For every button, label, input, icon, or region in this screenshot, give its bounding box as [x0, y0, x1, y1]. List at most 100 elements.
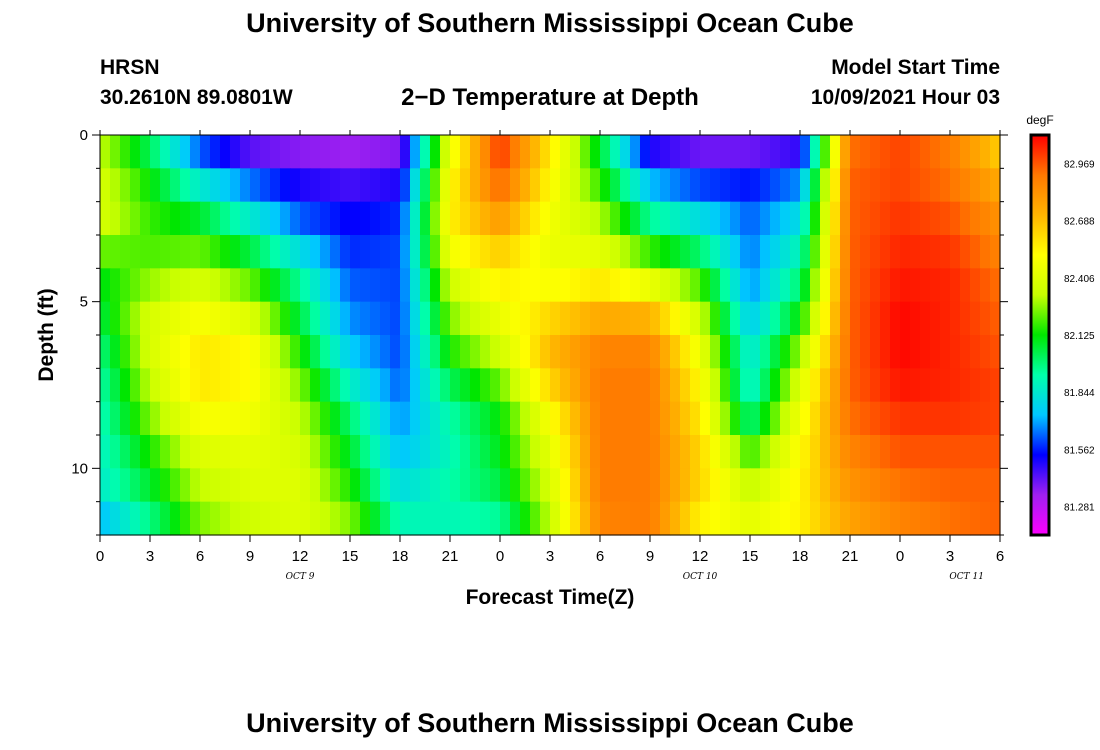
heatmap-cell [670, 501, 681, 536]
heatmap-cell [610, 301, 621, 336]
heatmap-cell [250, 268, 261, 303]
heatmap-cell [800, 301, 811, 336]
heatmap-cell [560, 368, 571, 403]
heatmap-cell [190, 135, 201, 169]
heatmap-cell [500, 168, 511, 203]
chart-subtitle: 2−D Temperature at Depth [401, 84, 699, 111]
heatmap-cell [190, 501, 201, 536]
heatmap-cell [330, 335, 341, 369]
heatmap-cell [560, 201, 571, 236]
heatmap-cell [270, 135, 281, 169]
heatmap-cell [210, 235, 221, 269]
heatmap-cell [310, 135, 321, 169]
heatmap-cell [800, 468, 811, 503]
heatmap-cell [600, 235, 611, 269]
heatmap-cell [700, 235, 711, 269]
heatmap-cell [330, 135, 341, 169]
heatmap-cell [200, 435, 211, 469]
heatmap-cell [170, 268, 181, 303]
heatmap-cell [400, 201, 411, 236]
heatmap-cell [690, 435, 701, 469]
heatmap-cell [260, 268, 271, 303]
heatmap-cell [500, 135, 511, 169]
heatmap-cell [280, 468, 291, 503]
heatmap-cell [560, 135, 571, 169]
heatmap-cell [990, 201, 1001, 236]
colorbar-tick-label: 81.844 [1064, 388, 1095, 399]
heatmap-cell [940, 435, 951, 469]
heatmap-cell [630, 368, 641, 403]
heatmap-cell [680, 401, 691, 436]
heatmap-cell [680, 468, 691, 503]
heatmap-cell [920, 235, 931, 269]
heatmap-cell [250, 435, 261, 469]
heatmap-cell [830, 168, 841, 203]
heatmap-cell [910, 401, 921, 436]
heatmap-cell [230, 501, 241, 536]
footer-title: University of Southern Mississippi Ocean… [246, 708, 854, 738]
heatmap-cell [700, 468, 711, 503]
heatmap-cell [690, 135, 701, 169]
heatmap-cell [980, 501, 991, 536]
heatmap-cell [770, 468, 781, 503]
heatmap-cell [450, 335, 461, 369]
heatmap-cell [800, 335, 811, 369]
heatmap-cell [960, 501, 971, 536]
heatmap-cell [930, 335, 941, 369]
heatmap-cell [890, 501, 901, 536]
heatmap-cell [300, 468, 311, 503]
heatmap-cell [660, 368, 671, 403]
heatmap-cell [250, 501, 261, 536]
heatmap-cell [650, 435, 661, 469]
heatmap-cell [670, 368, 681, 403]
heatmap-cell [260, 468, 271, 503]
heatmap-cell [650, 268, 661, 303]
heatmap-cell [940, 235, 951, 269]
heatmap-cell [190, 335, 201, 369]
heatmap-cell [300, 368, 311, 403]
heatmap-cell [190, 201, 201, 236]
heatmap-cell [910, 501, 921, 536]
heatmap-cell [980, 135, 991, 169]
heatmap-cell [160, 201, 171, 236]
heatmap-cell [610, 201, 621, 236]
heatmap-cell [470, 301, 481, 336]
heatmap-cell [180, 501, 191, 536]
heatmap-cell [110, 501, 121, 536]
heatmap-cell [190, 468, 201, 503]
heatmap-cell [880, 235, 891, 269]
heatmap-cell [190, 235, 201, 269]
heatmap-cell [970, 301, 981, 336]
heatmap-cell [760, 201, 771, 236]
heatmap-cell [160, 435, 171, 469]
heatmap-cell [740, 301, 751, 336]
heatmap-cell [320, 335, 331, 369]
heatmap-cell [250, 201, 261, 236]
heatmap-cell [460, 335, 471, 369]
heatmap-cell [810, 335, 821, 369]
heatmap-cell [970, 468, 981, 503]
heatmap-cell [610, 268, 621, 303]
heatmap-cell [130, 268, 141, 303]
x-tick-label: 9 [246, 548, 254, 565]
heatmap-cell [580, 335, 591, 369]
heatmap-cell [840, 235, 851, 269]
heatmap-cell [410, 168, 421, 203]
heatmap-cell [810, 301, 821, 336]
heatmap-cell [830, 501, 841, 536]
heatmap-cell [760, 368, 771, 403]
heatmap-cell [320, 368, 331, 403]
heatmap-cell [690, 168, 701, 203]
heatmap-cell [670, 201, 681, 236]
heatmap-cell [150, 468, 161, 503]
heatmap-cell [510, 268, 521, 303]
heatmap-cell [920, 168, 931, 203]
heatmap-cell [270, 468, 281, 503]
heatmap-cell [620, 301, 631, 336]
heatmap-cell [570, 201, 581, 236]
heatmap-cell [540, 301, 551, 336]
heatmap-cell [880, 435, 891, 469]
heatmap-cell [830, 135, 841, 169]
heatmap-cell [170, 468, 181, 503]
heatmap-cell [300, 335, 311, 369]
